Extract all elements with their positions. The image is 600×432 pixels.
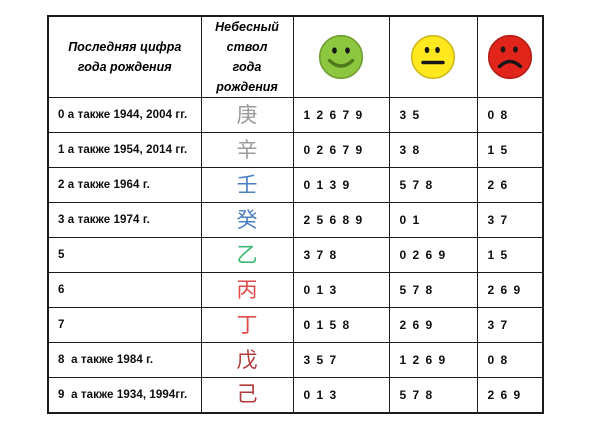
table-row: 9 а также 1934, 1994гг. 己 0 1 3 5 7 8 2 …: [47, 377, 544, 413]
header-row: Последняя цифра года рождения Небесный с…: [47, 15, 544, 98]
favorable-digits-cell: 2 5 6 8 9: [292, 202, 390, 238]
unfavorable-digits-cell: 3 7: [476, 307, 544, 343]
favorable-digits-cell: 0 1 5 8: [292, 307, 390, 343]
year-digit-cell: 9 а также 1934, 1994гг.: [47, 377, 202, 413]
favorable-digits-cell: 0 1 3: [292, 377, 390, 413]
heavenly-stem-cell: 己: [200, 377, 294, 413]
neutral-face-icon: [410, 34, 456, 80]
heavenly-stem-cell: 庚: [200, 97, 294, 133]
neutral-digits-cell: 0 1: [388, 202, 478, 238]
heavenly-stem-cell: 乙: [200, 237, 294, 273]
unfavorable-digits-cell: 1 5: [476, 237, 544, 273]
heavenly-stem-cell: 戊: [200, 342, 294, 378]
table-row: 8 а также 1984 г. 戊 3 5 7 1 2 6 9 0 8: [47, 342, 544, 378]
heavenly-stem-cell: 丁: [200, 307, 294, 343]
header-last-digit: Последняя цифра года рождения: [47, 15, 202, 98]
neutral-digits-cell: 1 2 6 9: [388, 342, 478, 378]
unfavorable-digits-cell: 2 6 9: [476, 377, 544, 413]
unfavorable-digits-cell: 2 6 9: [476, 272, 544, 308]
favorable-digits-cell: 0 2 6 7 9: [292, 132, 390, 168]
table-row: 0 а также 1944, 2004 гг. 庚 1 2 6 7 9 3 5…: [47, 97, 544, 133]
table-row: 1 а также 1954, 2014 гг. 辛 0 2 6 7 9 3 8…: [47, 132, 544, 168]
neutral-digits-cell: 5 7 8: [388, 377, 478, 413]
heavenly-stem-cell: 丙: [200, 272, 294, 308]
favorable-digits-cell: 1 2 6 7 9: [292, 97, 390, 133]
year-digit-cell: 3 а также 1974 г.: [47, 202, 202, 238]
unfavorable-digits-cell: 0 8: [476, 342, 544, 378]
neutral-digits-cell: 0 2 6 9: [388, 237, 478, 273]
favorable-digits-cell: 0 1 3 9: [292, 167, 390, 203]
heavenly-stem-cell: 辛: [200, 132, 294, 168]
year-digit-cell: 5: [47, 237, 202, 273]
year-digit-cell: 8 а также 1984 г.: [47, 342, 202, 378]
table-row: 7 丁 0 1 5 8 2 6 9 3 7: [47, 307, 544, 343]
unfavorable-digits-cell: 2 6: [476, 167, 544, 203]
table-row: 5 乙 3 7 8 0 2 6 9 1 5: [47, 237, 544, 273]
neutral-digits-cell: 3 5: [388, 97, 478, 133]
header-favorable: [292, 15, 390, 98]
heavenly-stem-cell: 壬: [200, 167, 294, 203]
unfavorable-digits-cell: 1 5: [476, 132, 544, 168]
table-row: 6 丙 0 1 3 5 7 8 2 6 9: [47, 272, 544, 308]
neutral-digits-cell: 3 8: [388, 132, 478, 168]
table-row: 3 а также 1974 г. 癸 2 5 6 8 9 0 1 3 7: [47, 202, 544, 238]
favorable-digits-cell: 3 7 8: [292, 237, 390, 273]
neutral-digits-cell: 5 7 8: [388, 167, 478, 203]
year-digit-cell: 2 а также 1964 г.: [47, 167, 202, 203]
neutral-digits-cell: 5 7 8: [388, 272, 478, 308]
table-body: 0 а также 1944, 2004 гг. 庚 1 2 6 7 9 3 5…: [47, 97, 544, 413]
happy-face-icon: [318, 34, 364, 80]
year-digit-cell: 0 а также 1944, 2004 гг.: [47, 97, 202, 133]
table-header: Последняя цифра года рождения Небесный с…: [47, 15, 544, 98]
header-unfavorable: [476, 15, 544, 98]
favorable-digits-cell: 3 5 7: [292, 342, 390, 378]
birth-year-stem-table: Последняя цифра года рождения Небесный с…: [47, 15, 544, 414]
unfavorable-digits-cell: 0 8: [476, 97, 544, 133]
table-row: 2 а также 1964 г. 壬 0 1 3 9 5 7 8 2 6: [47, 167, 544, 203]
heavenly-stem-cell: 癸: [200, 202, 294, 238]
year-digit-cell: 6: [47, 272, 202, 308]
header-neutral: [388, 15, 478, 98]
unfavorable-digits-cell: 3 7: [476, 202, 544, 238]
year-digit-cell: 7: [47, 307, 202, 343]
favorable-digits-cell: 0 1 3: [292, 272, 390, 308]
neutral-digits-cell: 2 6 9: [388, 307, 478, 343]
sad-face-icon: [487, 34, 532, 80]
year-digit-cell: 1 а также 1954, 2014 гг.: [47, 132, 202, 168]
header-heavenly-stem: Небесный ствол года рождения: [200, 15, 294, 98]
